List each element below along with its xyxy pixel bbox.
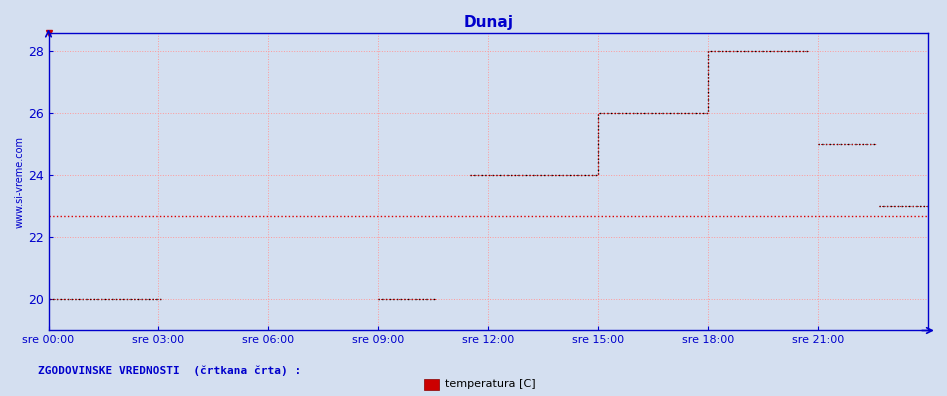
Text: ZGODOVINSKE VREDNOSTI  (črtkana črta) :: ZGODOVINSKE VREDNOSTI (črtkana črta) : bbox=[38, 366, 301, 376]
Text: temperatura [C]: temperatura [C] bbox=[445, 379, 536, 389]
Y-axis label: www.si-vreme.com: www.si-vreme.com bbox=[15, 135, 25, 228]
Title: Dunaj: Dunaj bbox=[463, 15, 513, 30]
